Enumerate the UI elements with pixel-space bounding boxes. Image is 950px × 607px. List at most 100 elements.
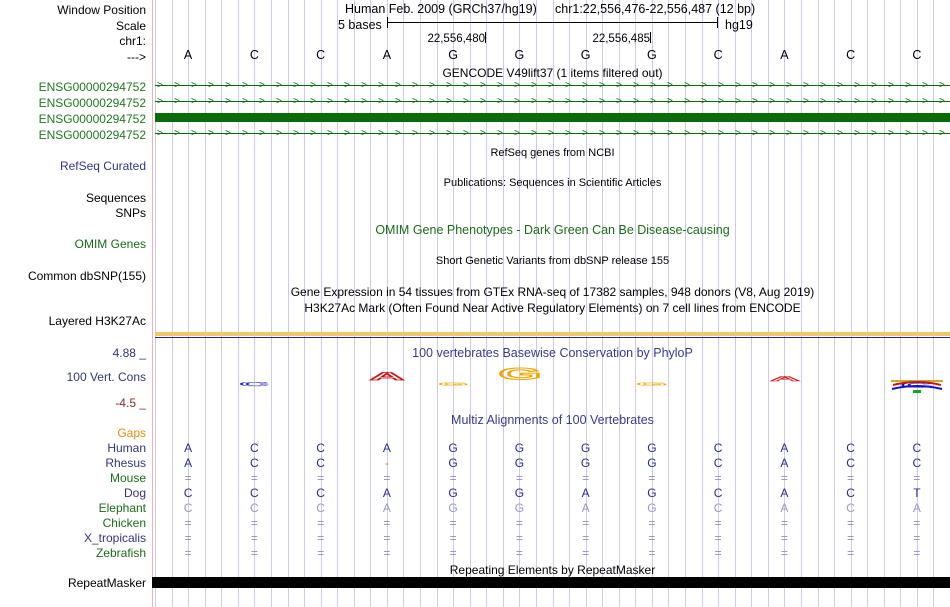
position-title: chr1:22,556,476-22,556,487 (12 bp) bbox=[555, 2, 756, 16]
strand-arrow-icon: > bbox=[820, 80, 826, 91]
multiz-species-row[interactable]: = = = = = = = = = = = = bbox=[155, 546, 950, 561]
repeatmasker-bar[interactable] bbox=[155, 577, 950, 588]
strand-arrow-icon: > bbox=[820, 128, 826, 139]
label-gaps: Gaps bbox=[117, 426, 146, 440]
strand-arrow-icon: > bbox=[888, 128, 894, 139]
ruler-tick-mark bbox=[485, 32, 486, 43]
strand-arrow-icon: > bbox=[412, 96, 418, 107]
multiz-base-cell: G bbox=[580, 441, 591, 455]
strand-arrow-icon: > bbox=[871, 80, 877, 91]
strand-arrow-icon: > bbox=[463, 96, 469, 107]
conservation-logo-a: A bbox=[766, 376, 804, 382]
gencode-exon-bar[interactable] bbox=[155, 113, 950, 122]
multiz-gap-cell: = bbox=[913, 531, 921, 545]
multiz-gap-cell: = bbox=[184, 531, 192, 545]
strand-arrow-icon: > bbox=[667, 80, 673, 91]
strand-arrow-icon: > bbox=[174, 128, 180, 139]
label-species-zebrafish[interactable]: Zebrafish bbox=[95, 546, 146, 560]
label-sequences[interactable]: Sequences bbox=[85, 191, 146, 205]
label-species-human[interactable]: Human bbox=[107, 441, 146, 455]
strand-arrow-icon: > bbox=[327, 96, 333, 107]
label-snps[interactable]: SNPs bbox=[115, 206, 146, 220]
multiz-base-cell: C bbox=[316, 501, 325, 515]
label-omim-genes[interactable]: OMIM Genes bbox=[74, 237, 146, 251]
strand-arrow-icon: > bbox=[837, 128, 843, 139]
label-species-chicken[interactable]: Chicken bbox=[102, 516, 146, 530]
label-gencode-row-3[interactable]: ENSG00000294752 bbox=[38, 128, 146, 142]
multiz-species-row[interactable]: = = = = = = = = = = = = bbox=[155, 471, 950, 486]
strand-arrow-icon: > bbox=[905, 128, 911, 139]
strand-arrow-icon: > bbox=[548, 96, 554, 107]
strand-arrow-icon: > bbox=[361, 128, 367, 139]
multiz-species-row[interactable]: = = = = = = = = = = = = bbox=[155, 516, 950, 531]
label-repeatmasker[interactable]: RepeatMasker bbox=[67, 576, 146, 590]
label-species-x-tropicalis[interactable]: X_tropicalis bbox=[83, 531, 146, 545]
multiz-gap-cell: = bbox=[184, 546, 192, 560]
label-common-dbsnp[interactable]: Common dbSNP(155) bbox=[27, 269, 146, 283]
label-refseq-curated[interactable]: RefSeq Curated bbox=[59, 159, 146, 173]
strand-arrow-icon: > bbox=[480, 80, 486, 91]
label-gencode-row-1[interactable]: ENSG00000294752 bbox=[38, 96, 146, 110]
multiz-gap-cell: = bbox=[847, 546, 855, 560]
gencode-intron-row[interactable]: > > > > > > > > > > > > > > > > > > > > > > > > > > > > > > > > > > > > > > > >… bbox=[155, 96, 950, 107]
strand-arrow-icon: > bbox=[259, 128, 265, 139]
strand-arrow-icon: > bbox=[276, 80, 282, 91]
strand-arrow-icon: > bbox=[650, 96, 656, 107]
strand-arrow-icon: > bbox=[599, 80, 605, 91]
ruler-tick-label: 22,556,485 bbox=[592, 33, 650, 45]
gencode-track-title: GENCODE V49lift37 (1 items filtered out) bbox=[442, 66, 663, 80]
label-100-vert-cons[interactable]: 100 Vert. Cons bbox=[66, 370, 146, 384]
strand-arrow-icon: > bbox=[616, 80, 622, 91]
multiz-base-cell: C bbox=[183, 501, 193, 515]
strand-arrow-icon: > bbox=[888, 96, 894, 107]
multiz-gap-cell: = bbox=[847, 531, 855, 545]
gencode-intron-row[interactable]: > > > > > > > > > > > > > > > > > > > > > > > > > > > > > > > > > > > > > > > >… bbox=[155, 128, 950, 139]
strand-arrow-icon: > bbox=[191, 128, 197, 139]
strand-arrow-icon: > bbox=[922, 80, 928, 91]
strand-arrow-icon: > bbox=[888, 80, 894, 91]
strand-arrow-icon: > bbox=[735, 128, 741, 139]
multiz-gap-cell: = bbox=[714, 531, 722, 545]
assembly-title: Human Feb. 2009 (GRCh37/hg19) bbox=[345, 2, 537, 16]
multiz-base-cell: T bbox=[913, 486, 921, 500]
strand-arrow-icon: > bbox=[769, 80, 775, 91]
multiz-base-cell: C bbox=[713, 456, 723, 470]
label-species-elephant[interactable]: Elephant bbox=[98, 501, 146, 515]
multiz-gap-cell: = bbox=[780, 531, 788, 545]
strand-arrow-icon: > bbox=[548, 80, 554, 91]
label-species-mouse[interactable]: Mouse bbox=[109, 471, 146, 485]
track-data-panel[interactable]: Human Feb. 2009 (GRCh37/hg19) chr1:22,55… bbox=[155, 0, 950, 607]
label-gencode-row-2[interactable]: ENSG00000294752 bbox=[38, 112, 146, 126]
multiz-species-row[interactable]: = = = = = = = = = = = = bbox=[155, 531, 950, 546]
label-species-dog[interactable]: Dog bbox=[123, 486, 146, 500]
multiz-base-cell: G bbox=[448, 501, 458, 515]
strand-arrow-icon: > bbox=[531, 128, 537, 139]
strand-arrow-icon: > bbox=[191, 96, 197, 107]
scale-bar bbox=[387, 17, 718, 28]
gencode-intron-row[interactable]: > > > > > > > > > > > > > > > > > > > > > > > > > > > > > > > > > > > > > > > >… bbox=[155, 80, 950, 91]
strand-arrow-icon: > bbox=[310, 96, 316, 107]
strand-arrow-icon: > bbox=[701, 128, 707, 139]
strand-arrow-icon: > bbox=[157, 96, 163, 107]
multiz-gap-cell: = bbox=[250, 471, 258, 485]
strand-arrow-icon: > bbox=[684, 80, 690, 91]
multiz-gap-cell: = bbox=[383, 546, 391, 560]
multiz-base-cell: C bbox=[250, 456, 259, 470]
strand-arrow-icon: > bbox=[531, 80, 537, 91]
strand-arrow-icon: > bbox=[752, 96, 758, 107]
multiz-track-title: Multiz Alignments of 100 Vertebrates bbox=[451, 413, 654, 427]
multiz-gap-cell: = bbox=[250, 546, 258, 560]
strand-arrow-icon: > bbox=[344, 80, 350, 91]
multiz-base-cell: C bbox=[250, 501, 259, 515]
label-gencode-row-0[interactable]: ENSG00000294752 bbox=[38, 80, 146, 94]
bottom-gridlines bbox=[155, 589, 950, 607]
dbsnp-track-title: Short Genetic Variants from dbSNP releas… bbox=[435, 255, 670, 267]
label-layered-h3k27ac[interactable]: Layered H3K27Ac bbox=[48, 314, 146, 328]
multiz-gap-cell: = bbox=[383, 531, 391, 545]
label-species-rhesus[interactable]: Rhesus bbox=[105, 456, 146, 470]
